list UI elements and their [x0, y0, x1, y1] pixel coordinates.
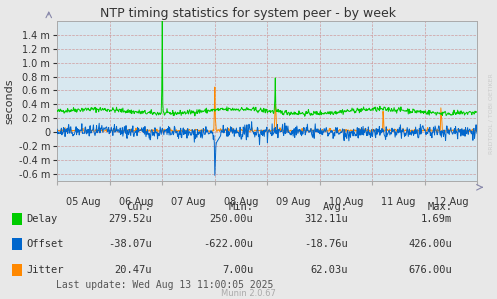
Text: Munin 2.0.67: Munin 2.0.67: [221, 289, 276, 298]
Text: 20.47u: 20.47u: [114, 265, 152, 275]
Text: NTP timing statistics for system peer - by week: NTP timing statistics for system peer - …: [100, 7, 397, 20]
Text: 10 Aug: 10 Aug: [329, 197, 363, 207]
Text: 06 Aug: 06 Aug: [119, 197, 153, 207]
Text: 11 Aug: 11 Aug: [381, 197, 415, 207]
Text: Jitter: Jitter: [26, 265, 64, 275]
Text: 12 Aug: 12 Aug: [433, 197, 468, 207]
Text: 279.52u: 279.52u: [108, 214, 152, 224]
Text: Offset: Offset: [26, 239, 64, 249]
Y-axis label: seconds: seconds: [4, 78, 14, 124]
Text: 312.11u: 312.11u: [304, 214, 348, 224]
Text: Cur:: Cur:: [127, 202, 152, 212]
Text: 676.00u: 676.00u: [409, 265, 452, 275]
Text: 62.03u: 62.03u: [311, 265, 348, 275]
Text: 08 Aug: 08 Aug: [224, 197, 258, 207]
Text: 1.69m: 1.69m: [421, 214, 452, 224]
Text: 250.00u: 250.00u: [210, 214, 253, 224]
Text: Max:: Max:: [427, 202, 452, 212]
Text: Last update: Wed Aug 13 11:00:05 2025: Last update: Wed Aug 13 11:00:05 2025: [56, 280, 273, 290]
Text: 7.00u: 7.00u: [222, 265, 253, 275]
Text: -622.00u: -622.00u: [203, 239, 253, 249]
Text: 05 Aug: 05 Aug: [66, 197, 101, 207]
Text: RRDTOOL / TOBI OETIKER: RRDTOOL / TOBI OETIKER: [489, 73, 494, 154]
Text: Min:: Min:: [229, 202, 253, 212]
Text: Delay: Delay: [26, 214, 58, 224]
Text: Avg:: Avg:: [323, 202, 348, 212]
Text: 426.00u: 426.00u: [409, 239, 452, 249]
Text: -18.76u: -18.76u: [304, 239, 348, 249]
Text: 09 Aug: 09 Aug: [276, 197, 311, 207]
Text: -38.07u: -38.07u: [108, 239, 152, 249]
Text: 07 Aug: 07 Aug: [171, 197, 206, 207]
